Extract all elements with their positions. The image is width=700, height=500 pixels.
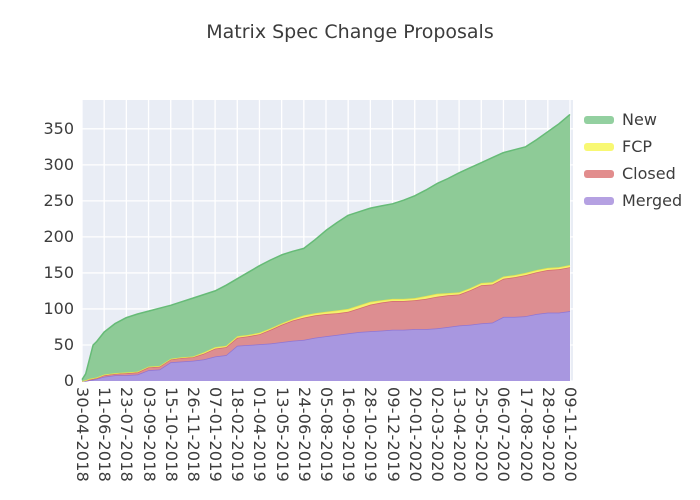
y-tick-label: 200 [43, 226, 74, 246]
x-tick-label: 06-07-2020 [494, 387, 514, 482]
x-tick-label: 15-10-2018 [161, 387, 181, 482]
x-tick-label: 13-05-2019 [272, 387, 292, 482]
x-tick-label: 30-04-2018 [73, 387, 92, 482]
x-tick-label: 07-01-2019 [206, 387, 226, 482]
legend-item: New [584, 106, 682, 133]
y-tick-label: 250 [43, 190, 74, 210]
edge-line-new [81, 113, 571, 381]
chart-title: Matrix Spec Change Proposals [206, 21, 494, 43]
x-tick-label: 25-05-2020 [472, 387, 492, 482]
x-tick-label: 09-12-2019 [383, 387, 403, 482]
area-fcp [82, 265, 570, 381]
x-tick-label: 26-11-2018 [183, 387, 203, 482]
legend-label: Merged [622, 190, 683, 210]
y-tick-label: 50 [53, 334, 74, 354]
x-tick-label: 11-06-2018 [95, 387, 115, 482]
legend-swatch-icon [584, 196, 614, 205]
area-merged [82, 311, 570, 381]
y-tick-label: 100 [43, 298, 74, 318]
y-tick-label: 0 [63, 371, 74, 390]
x-tick-label: 16-09-2019 [339, 387, 359, 482]
x-tick-label: 20-01-2020 [405, 387, 425, 482]
area-new [82, 114, 570, 382]
legend-label: FCP [622, 136, 653, 156]
x-tick-label: 09-11-2020 [561, 387, 580, 482]
legend-label: New [622, 109, 657, 129]
x-tick-label: 01-04-2019 [250, 387, 270, 482]
x-tick-label: 05-08-2019 [317, 387, 336, 482]
x-tick-label: 28-10-2019 [361, 387, 381, 482]
legend-item: Closed [584, 160, 682, 187]
legend: New FCP Closed Merged [584, 106, 682, 214]
legend-label: Closed [622, 163, 676, 183]
y-tick-label: 150 [43, 262, 74, 282]
x-tick-label: 24-06-2019 [294, 387, 314, 482]
x-tick-label: 23-07-2018 [117, 387, 137, 482]
legend-item: FCP [584, 133, 682, 160]
x-tick-label: 17-08-2020 [516, 387, 536, 482]
legend-swatch-icon [584, 142, 614, 151]
x-tick-label: 18-02-2019 [228, 387, 248, 482]
x-tick-label: 02-03-2020 [427, 387, 447, 482]
x-tick-label: 28-09-2020 [538, 387, 558, 482]
legend-item: Merged [584, 187, 682, 214]
y-tick-label: 300 [43, 154, 74, 174]
x-tick-label: 03-09-2018 [139, 387, 159, 482]
x-tick-label: 13-04-2020 [450, 387, 470, 482]
y-tick-label: 350 [43, 118, 74, 138]
legend-swatch-icon [584, 115, 614, 124]
legend-swatch-icon [584, 169, 614, 178]
